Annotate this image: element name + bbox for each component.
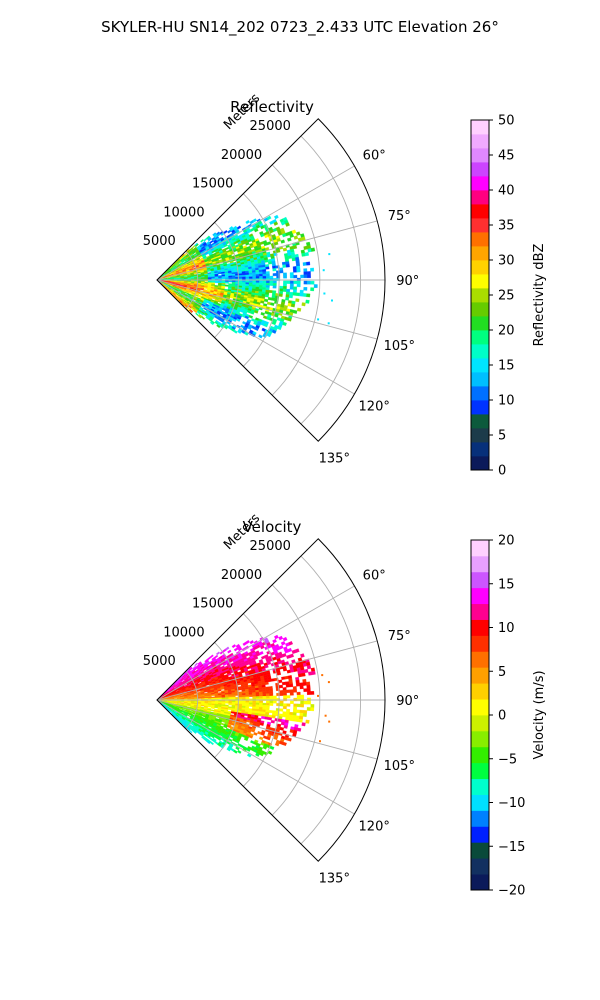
colorbar-tick-label: 0 (498, 709, 506, 724)
colorbar-tick-label: −10 (498, 796, 525, 811)
azimuth-tick-label: 135° (319, 871, 350, 886)
colorbar-tick-label: 20 (498, 534, 515, 549)
reflectivity-colorbar: 0 5 10 15 20 25 30 35 40 45 50 Reflectivity dBZ (470, 114, 547, 479)
velocity-field (159, 634, 331, 758)
velocity-range-labels: 5000 10000 15000 20000 25000 (143, 539, 291, 669)
velocity-panel: Velocity 5000 10000 15000 20000 25000 60° 75°… (143, 511, 547, 899)
colorbar-tick-label: −20 (498, 884, 525, 899)
azimuth-tick-label: 75° (388, 209, 411, 224)
azimuth-tick-label: 60° (363, 149, 386, 164)
colorbar-tick-label: 30 (498, 254, 515, 269)
azimuth-tick-label: 90° (396, 274, 419, 289)
colorbar-tick-label: 5 (498, 429, 506, 444)
reflectivity-azimuth-labels: 60° 75° 90° 105° 120° 135° (319, 149, 420, 467)
reflectivity-frame (156, 118, 386, 442)
azimuth-tick-label: 120° (359, 819, 390, 834)
azimuth-tick-label: 105° (384, 339, 415, 354)
colorbar-tick-label: 10 (498, 621, 515, 636)
colorbar-tick-label: 25 (498, 289, 515, 304)
range-tick-label: 20000 (221, 568, 262, 583)
range-tick-label: 15000 (192, 177, 233, 192)
azimuth-tick-label: 105° (384, 759, 415, 774)
colorbar-label: Velocity (m/s) (532, 670, 547, 759)
colorbar-tick-label: 5 (498, 665, 506, 680)
range-tick-label: 10000 (163, 205, 204, 220)
colorbar-tick-label: 0 (498, 464, 506, 479)
colorbar-tick-label: −15 (498, 840, 525, 855)
reflectivity-panel: Reflectivity 5000 10000 15000 20000 25000 60… (143, 91, 547, 479)
colorbar-tick-label: 15 (498, 577, 515, 592)
colorbar-tick-label: 45 (498, 149, 515, 164)
azimuth-tick-label: 90° (396, 694, 419, 709)
range-tick-label: 15000 (192, 597, 233, 612)
range-tick-label: 25000 (250, 119, 291, 134)
colorbar-label: Reflectivity dBZ (532, 244, 547, 347)
reflectivity-range-labels: 5000 10000 15000 20000 25000 (143, 119, 291, 249)
range-tick-label: 20000 (221, 148, 262, 163)
figure-title: SKYLER-HU SN14_202 0723_2.433 UTC Elevat… (101, 18, 499, 37)
colorbar-tick-label: 15 (498, 359, 515, 374)
azimuth-tick-label: 75° (388, 629, 411, 644)
reflectivity-title: Reflectivity (230, 98, 314, 116)
colorbar-tick-label: 50 (498, 114, 515, 129)
azimuth-tick-label: 60° (363, 569, 386, 584)
velocity-grid (156, 555, 385, 862)
azimuth-tick-label: 135° (319, 451, 350, 466)
range-tick-label: 5000 (143, 234, 176, 249)
range-tick-label: 10000 (163, 625, 204, 640)
colorbar-tick-label: 10 (498, 394, 515, 409)
colorbar-tick-label: −5 (498, 752, 517, 767)
colorbar-tick-label: 40 (498, 184, 515, 199)
velocity-frame (156, 538, 386, 862)
range-tick-label: 25000 (250, 539, 291, 554)
colorbar-tick-label: 20 (498, 324, 515, 339)
velocity-title: Velocity (243, 518, 302, 536)
velocity-colorbar: −20 −15 −10 −5 0 5 10 15 20 Velocity (m/s) (470, 534, 547, 899)
colorbar-tick-label: 35 (498, 219, 515, 234)
azimuth-tick-label: 120° (359, 399, 390, 414)
range-tick-label: 5000 (143, 654, 176, 669)
velocity-azimuth-labels: 60° 75° 90° 105° 120° 135° (319, 569, 420, 887)
